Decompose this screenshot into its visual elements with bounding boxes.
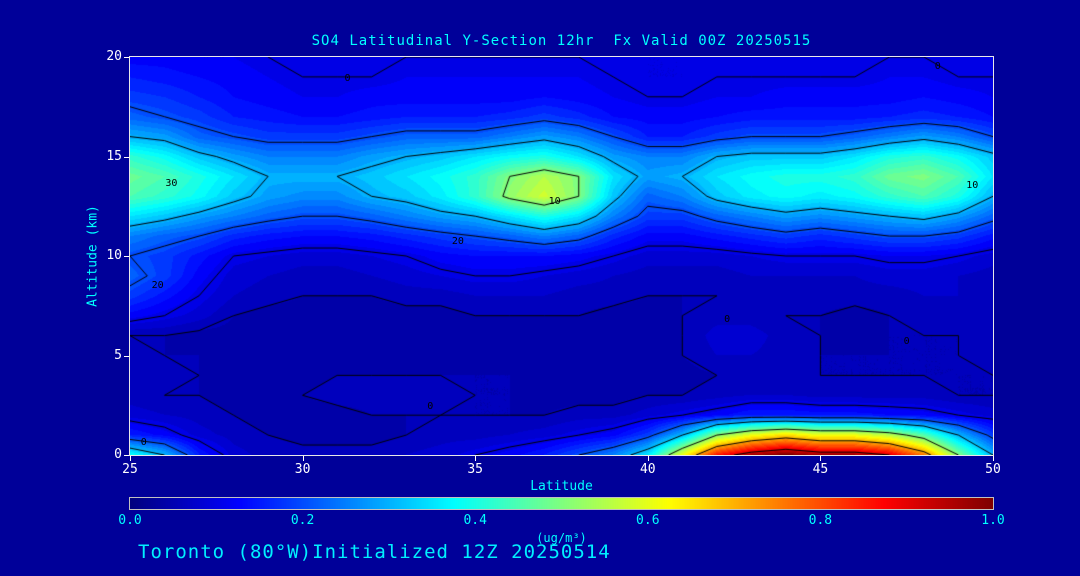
y-tick-label: 10	[106, 248, 122, 263]
y-tick	[124, 256, 129, 257]
contour-label: 0	[344, 72, 351, 84]
x-tick-label: 50	[985, 462, 1001, 477]
footer-text: Toronto (80°W)Initialized 12Z 20250514	[138, 541, 611, 563]
x-tick-label: 30	[294, 462, 311, 477]
contour-label: 0	[903, 335, 910, 347]
colorbar-tick-label: 0.8	[808, 513, 833, 528]
contour-label: 30	[165, 178, 178, 190]
y-tick-label: 0	[114, 447, 122, 462]
y-tick	[124, 156, 129, 158]
contour-label: 0	[934, 60, 941, 72]
x-axis-title: Latitude	[530, 479, 593, 494]
x-tick	[820, 456, 822, 461]
plot-area: 0 0 30 10 20 20 10 0 0 0 0	[130, 57, 993, 455]
colorbar-tick-label: 0.4	[463, 513, 487, 528]
x-tick-label: 35	[467, 462, 484, 477]
contour-label: 20	[151, 279, 164, 291]
x-tick-label: 45	[812, 462, 829, 477]
y-tick	[124, 57, 129, 58]
x-tick	[475, 456, 477, 461]
x-tick	[130, 456, 131, 461]
y-tick-label: 15	[106, 148, 122, 164]
y-tick	[124, 455, 129, 456]
x-tick	[302, 456, 304, 461]
contour-label: 0	[724, 313, 731, 325]
x-tick-label: 40	[639, 462, 656, 477]
colorbar-tick-label: 0.6	[636, 513, 660, 528]
contour-label: 20	[451, 236, 464, 248]
colorbar-tick-label: 0.2	[290, 513, 315, 528]
y-tick	[124, 355, 129, 357]
contour-label: 10	[966, 180, 979, 192]
colorbar-units: (ug/m³)	[536, 531, 587, 545]
x-tick	[647, 456, 649, 461]
colorbar	[130, 498, 993, 509]
contour-label: 10	[548, 196, 561, 208]
x-tick-label: 25	[122, 462, 138, 477]
colorbar-tick-label: 1.0	[981, 513, 1005, 528]
contour-label: 0	[140, 437, 147, 449]
x-tick	[993, 456, 994, 461]
contour-label: 0	[427, 401, 434, 413]
y-tick-label: 5	[114, 347, 122, 363]
contour-plot-canvas	[130, 57, 993, 455]
y-tick-label: 20	[106, 49, 122, 64]
colorbar-tick-label: 0.0	[118, 513, 142, 528]
chart-title: SO4 Latitudinal Y-Section 12hr Fx Valid …	[311, 33, 812, 49]
